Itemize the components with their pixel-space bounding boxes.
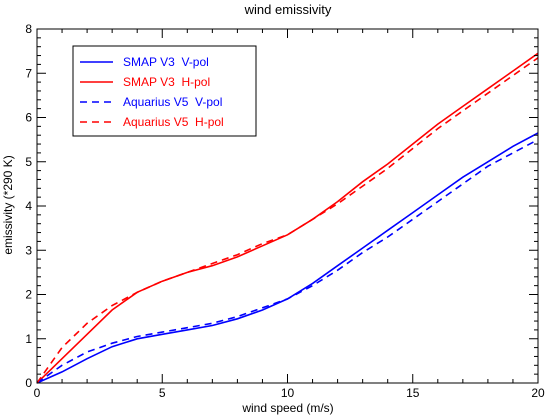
y-tick-label: 8 xyxy=(25,22,32,36)
x-tick-label: 5 xyxy=(159,386,166,400)
legend-label: SMAP V3 V-pol xyxy=(123,55,209,69)
x-tick-label: 15 xyxy=(406,386,420,400)
chart-title: wind emissivity xyxy=(244,2,332,17)
plot-area xyxy=(36,52,539,384)
y-tick-label: 6 xyxy=(25,111,32,125)
y-tick-label: 3 xyxy=(25,243,32,257)
legend: SMAP V3 V-pol SMAP V3 H-pol Aquarius V5 V-… xyxy=(72,45,257,137)
y-tick-label: 0 xyxy=(25,376,32,390)
legend-label: SMAP V3 H-pol xyxy=(123,75,210,89)
x-axis-label: wind speed (m/s) xyxy=(241,401,333,415)
y-tick-label: 2 xyxy=(25,288,32,302)
x-tick-label: 20 xyxy=(531,386,545,400)
legend-label: Aquarius V5 V-pol xyxy=(123,95,222,109)
y-tick-label: 1 xyxy=(25,332,32,346)
y-tick-label: 4 xyxy=(25,199,32,213)
x-tick-label: 10 xyxy=(281,386,295,400)
y-axis-label: emissivity (*290 K) xyxy=(1,155,15,254)
legend-box xyxy=(72,45,257,137)
y-tick-label: 7 xyxy=(25,66,32,80)
series-line-3 xyxy=(36,138,539,384)
legend-label: Aquarius V5 H-pol xyxy=(123,115,224,129)
axes: 0 5 10 15 20 0 1 2 3 4 5 6 7 8 xyxy=(25,22,545,400)
series-line-2 xyxy=(36,52,539,384)
x-tick-label: 0 xyxy=(34,386,41,400)
series-line-1 xyxy=(36,132,539,384)
y-tick-label: 5 xyxy=(25,155,32,169)
